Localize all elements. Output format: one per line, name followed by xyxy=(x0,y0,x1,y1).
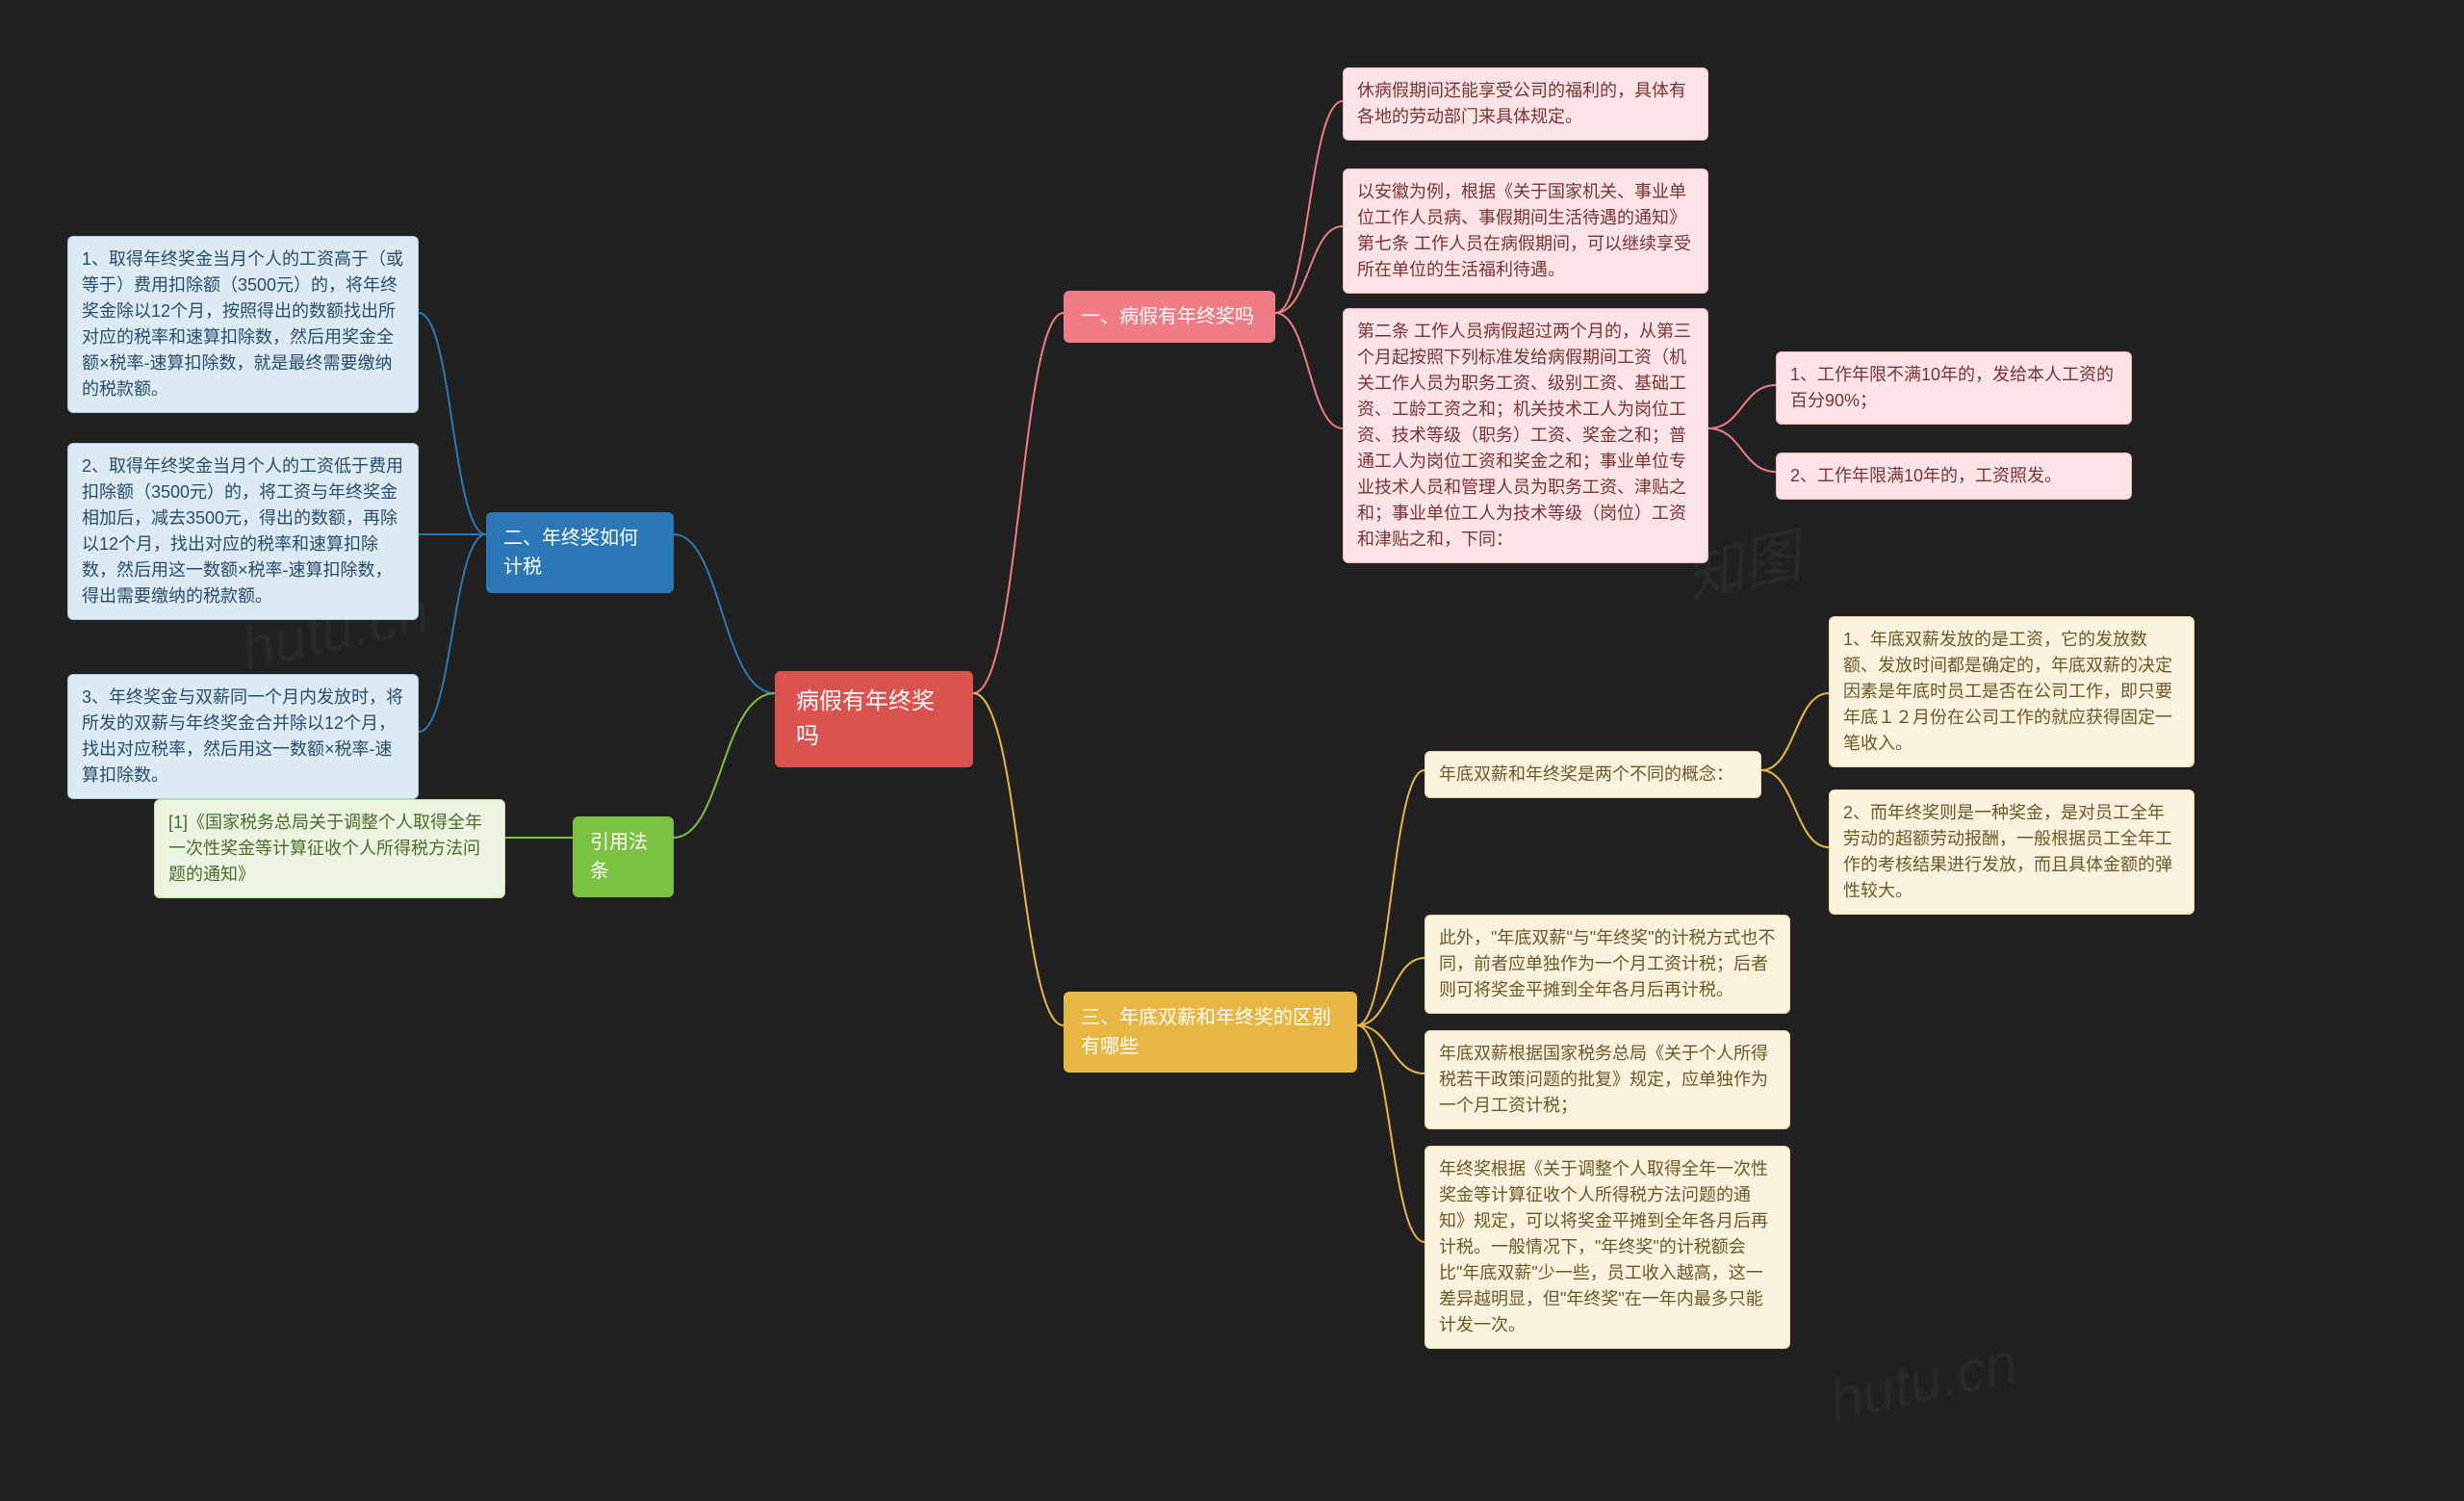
root-node[interactable]: 病假有年终奖吗 xyxy=(775,671,973,767)
branch2-leaf[interactable]: 2、取得年终奖金当月个人的工资低于费用扣除额（3500元）的，将工资与年终奖金相… xyxy=(67,443,419,620)
branch2-leaf[interactable]: 1、取得年终奖金当月个人的工资高于（或等于）费用扣除额（3500元）的，将年终奖… xyxy=(67,236,419,413)
branch4-node[interactable]: 三、年底双薪和年终奖的区别有哪些 xyxy=(1064,992,1357,1073)
branch2-leaf[interactable]: 3、年终奖金与双薪同一个月内发放时，将所发的双薪与年终奖金合并除以12个月，找出… xyxy=(67,674,419,799)
branch1-node[interactable]: 一、病假有年终奖吗 xyxy=(1064,291,1275,343)
branch4-leaf[interactable]: 年底双薪和年终奖是两个不同的概念： xyxy=(1424,751,1761,798)
branch1-leaf[interactable]: 休病假期间还能享受公司的福利的，具体有各地的劳动部门来具体规定。 xyxy=(1343,67,1708,141)
branch4-leaf[interactable]: 年底双薪根据国家税务总局《关于个人所得税若干政策问题的批复》规定，应单独作为一个… xyxy=(1424,1030,1790,1129)
branch4-sub-leaf[interactable]: 2、而年终奖则是一种奖金，是对员工全年劳动的超额劳动报酬，一般根据员工全年工作的… xyxy=(1829,789,2194,915)
watermark: hutu.cn xyxy=(1824,1329,2023,1433)
branch1-sub-leaf[interactable]: 2、工作年限满10年的，工资照发。 xyxy=(1776,453,2132,500)
branch1-sub-leaf[interactable]: 1、工作年限不满10年的，发给本人工资的百分90%； xyxy=(1776,351,2132,425)
branch4-leaf[interactable]: 年终奖根据《关于调整个人取得全年一次性奖金等计算征收个人所得税方法问题的通知》规… xyxy=(1424,1146,1790,1349)
branch1-leaf[interactable]: 以安徽为例，根据《关于国家机关、事业单位工作人员病、事假期间生活待遇的通知》第七… xyxy=(1343,168,1708,294)
branch3-leaf[interactable]: [1]《国家税务总局关于调整个人取得全年一次性奖金等计算征收个人所得税方法问题的… xyxy=(154,799,505,898)
branch3-node[interactable]: 引用法条 xyxy=(573,816,674,897)
branch4-leaf[interactable]: 此外，"年底双薪"与"年终奖"的计税方式也不同，前者应单独作为一个月工资计税；后… xyxy=(1424,915,1790,1014)
branch4-sub-leaf[interactable]: 1、年底双薪发放的是工资，它的发放数额、发放时间都是确定的，年底双薪的决定因素是… xyxy=(1829,616,2194,767)
branch1-leaf[interactable]: 第二条 工作人员病假超过两个月的，从第三个月起按照下列标准发给病假期间工资（机关… xyxy=(1343,308,1708,563)
branch2-node[interactable]: 二、年终奖如何计税 xyxy=(486,512,674,593)
